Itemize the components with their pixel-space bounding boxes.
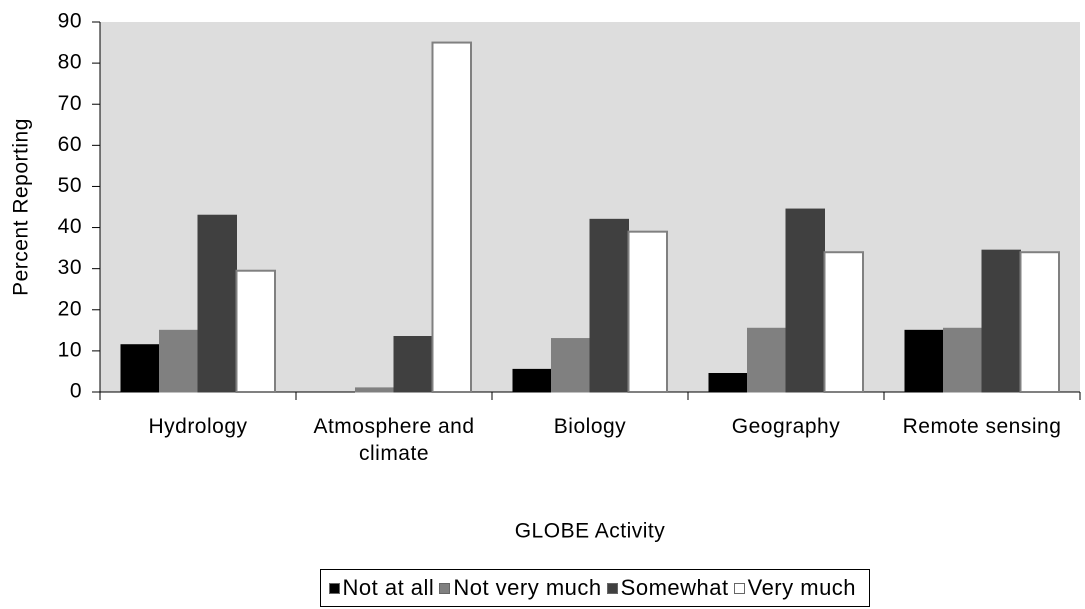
y-tick-label: 60: [58, 133, 82, 156]
legend-item: Not at all: [328, 575, 435, 601]
y-tick-label: 0: [70, 380, 82, 403]
legend-swatch: [606, 582, 618, 594]
bar: [512, 368, 552, 393]
bar: [159, 329, 199, 393]
legend-item: Not very much: [439, 575, 601, 601]
bar: [120, 344, 160, 393]
y-axis-title: Percent Reporting: [10, 118, 33, 296]
bar: [981, 249, 1021, 393]
y-tick-label: 50: [58, 174, 82, 197]
legend-label: Very much: [747, 575, 857, 600]
bar: [197, 214, 237, 393]
bar: [1019, 251, 1060, 393]
legend-label: Not very much: [453, 575, 602, 600]
legend-swatch: [439, 582, 451, 594]
x-tick-label: Hydrology: [148, 415, 248, 438]
y-tick-label: 70: [58, 92, 82, 115]
x-tick-label: Remote sensing: [902, 415, 1062, 438]
legend: Not at all Not very much Somewhat Very much: [319, 569, 871, 607]
y-tick-label: 20: [58, 297, 82, 320]
bar: [943, 327, 983, 393]
bar: [393, 336, 433, 393]
bar: [708, 373, 748, 393]
x-tick-label: Biology: [553, 415, 627, 438]
bar: [431, 41, 472, 394]
legend-swatch: [733, 582, 745, 594]
y-tick-label: 10: [58, 338, 82, 361]
legend-label: Not at all: [342, 575, 435, 600]
x-axis-title: GLOBE Activity: [515, 520, 666, 543]
bar: [235, 269, 276, 394]
bar: [904, 329, 944, 393]
y-tick-label: 90: [58, 10, 82, 33]
legend-label: Somewhat: [620, 575, 729, 600]
bar: [355, 387, 395, 393]
bar: [627, 230, 668, 393]
x-tick-label: Atmosphere and climate: [313, 415, 475, 465]
bar: [747, 327, 787, 393]
legend-swatch: [328, 582, 340, 594]
y-tick-label: 30: [58, 256, 82, 279]
legend-item: Very much: [733, 575, 857, 601]
legend-item: Somewhat: [606, 575, 729, 601]
x-tick-label: Geography: [731, 415, 841, 438]
bar: [551, 338, 591, 393]
bar: [785, 208, 825, 393]
bar: [589, 218, 629, 393]
bar: [823, 251, 864, 393]
y-tick-label: 80: [58, 51, 82, 74]
y-tick-label: 40: [58, 215, 82, 238]
